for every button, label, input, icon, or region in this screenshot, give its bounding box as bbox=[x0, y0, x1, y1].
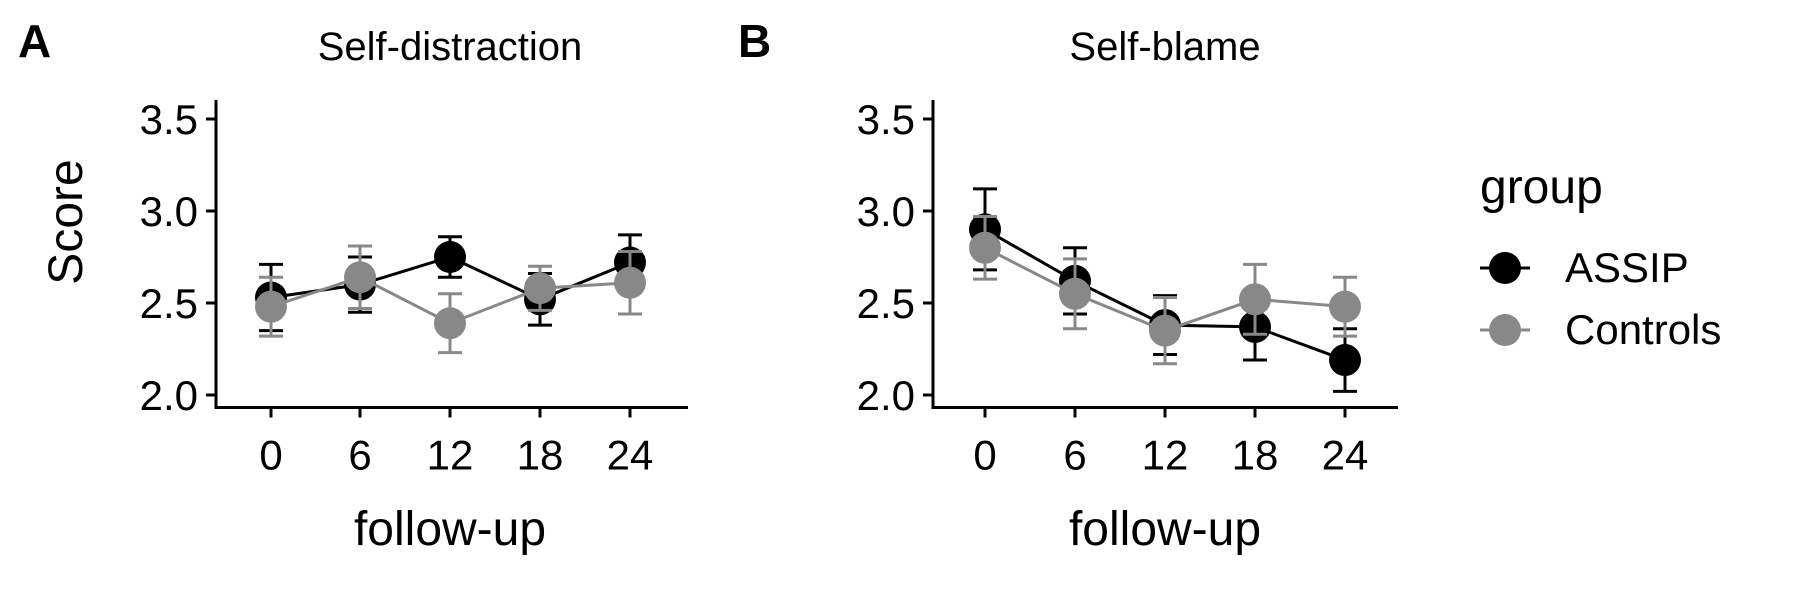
legend-label-assip: ASSIP bbox=[1565, 244, 1689, 291]
x-tick-label: 24 bbox=[607, 432, 654, 479]
data-point-controls bbox=[524, 272, 556, 305]
x-tick-label: 18 bbox=[517, 432, 564, 479]
legend-marker-assip bbox=[1489, 252, 1521, 284]
data-point-controls bbox=[1239, 283, 1271, 316]
y-axis-label: Score bbox=[40, 159, 93, 284]
x-ticks: 0 6 12 18 24 bbox=[973, 407, 1369, 479]
series-layer bbox=[969, 187, 1361, 393]
panel-self-blame: B Self-blame follow-up 2.0 2.5 3.0 3.5 0 6 12… bbox=[738, 15, 1398, 556]
y-tick-label: 3.0 bbox=[140, 188, 198, 235]
data-point-controls bbox=[1329, 290, 1361, 323]
y-ticks: 2.0 2.5 3.0 3.5 bbox=[140, 96, 216, 419]
data-point-controls bbox=[614, 266, 646, 299]
series-controls bbox=[255, 244, 646, 355]
legend-item-controls: Controls bbox=[1480, 306, 1721, 353]
y-tick-label: 2.5 bbox=[857, 280, 915, 327]
chart-title-self-blame: Self-blame bbox=[1069, 25, 1260, 69]
y-tick-label: 2.0 bbox=[140, 372, 198, 419]
x-tick-label: 12 bbox=[1142, 432, 1189, 479]
x-tick-label: 6 bbox=[348, 432, 371, 479]
panel-self-distraction: A Self-distraction Score follow-up 2.02.… bbox=[18, 15, 688, 556]
data-point-controls bbox=[255, 290, 287, 323]
series-layer bbox=[255, 233, 646, 355]
x-tick-label: 0 bbox=[259, 432, 282, 479]
legend-marker-controls bbox=[1489, 314, 1521, 346]
x-ticks: 0 6 12 18 24 bbox=[259, 407, 654, 479]
y-tick-label: 2.5 bbox=[140, 280, 198, 327]
x-axis-label: follow-up bbox=[1069, 503, 1261, 556]
panel-label-a: A bbox=[18, 15, 51, 67]
y-tick-label: 3.0 bbox=[857, 188, 915, 235]
data-point-controls bbox=[434, 307, 466, 340]
x-tick-label: 0 bbox=[973, 432, 996, 479]
x-axis-label: follow-up bbox=[354, 503, 546, 556]
series-controls bbox=[969, 215, 1361, 366]
x-tick-label: 18 bbox=[1232, 432, 1279, 479]
panel-label-b: B bbox=[738, 15, 771, 67]
data-point-assip bbox=[1329, 344, 1361, 377]
legend: group ASSIP Controls bbox=[1480, 161, 1721, 353]
data-point-assip bbox=[434, 241, 466, 273]
data-point-controls bbox=[1059, 277, 1091, 310]
y-tick-label: 3.5 bbox=[140, 96, 198, 143]
x-tick-label: 24 bbox=[1322, 432, 1369, 479]
legend-title: group bbox=[1480, 161, 1603, 214]
y-ticks: 2.0 2.5 3.0 3.5 bbox=[857, 96, 933, 419]
data-point-controls bbox=[344, 261, 376, 294]
x-tick-label: 6 bbox=[1063, 432, 1086, 479]
x-tick-label: 12 bbox=[427, 432, 474, 479]
legend-label-controls: Controls bbox=[1565, 306, 1721, 353]
legend-item-assip: ASSIP bbox=[1480, 244, 1689, 291]
y-tick-label: 2.0 bbox=[857, 372, 915, 419]
y-tick-label: 3.5 bbox=[857, 96, 915, 143]
chart-title-self-distraction: Self-distraction bbox=[318, 25, 583, 69]
data-point-controls bbox=[969, 231, 1001, 264]
data-point-controls bbox=[1149, 314, 1181, 347]
